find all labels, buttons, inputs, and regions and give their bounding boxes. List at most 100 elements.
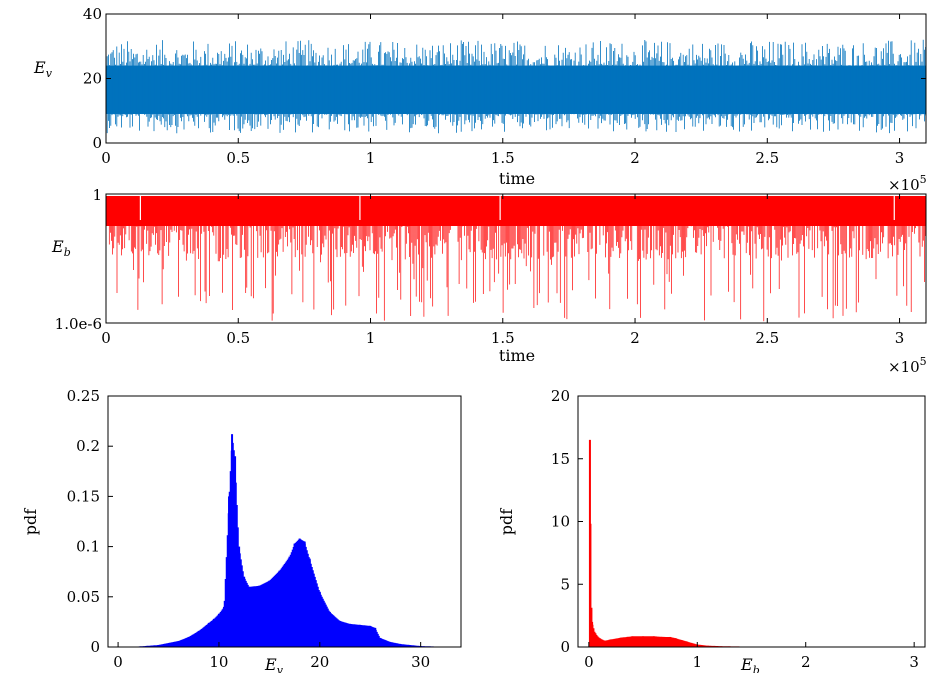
pdf-bar [642, 636, 645, 647]
energy-b-series [105, 195, 926, 322]
pdf-bar [278, 570, 281, 647]
pdf-bar [288, 556, 291, 647]
x-tick-label: 1 [693, 653, 703, 671]
x-tick-label: 30 [411, 653, 430, 671]
y-tick-label: 5 [560, 575, 570, 593]
energy-v-xlabel: time [499, 169, 535, 188]
energy-b-pdf-axes-box [577, 395, 926, 648]
energy-b-pdf-ylabel: pdf [497, 508, 516, 535]
x-tick-label: 2 [801, 653, 811, 671]
pdf-bar [369, 625, 372, 647]
x-tick-label: 2.5 [755, 329, 779, 347]
pdf-bar [620, 637, 623, 647]
energy-b-pdf-panel: 0 1 2 3 0 5 10 15 20 pdf Eb [497, 387, 926, 673]
pdf-bar [228, 496, 231, 647]
x-tick-label: 1.5 [491, 329, 515, 347]
pdf-bar [157, 644, 160, 647]
energy-b-pdf-ticks: 0 1 2 3 0 5 10 15 20 [551, 387, 919, 671]
pdf-bar [177, 640, 180, 647]
energy-b-pdf-xlabel: Eb [740, 655, 760, 673]
pdf-bar [359, 624, 362, 647]
x-tick-label: 0 [113, 653, 123, 671]
y-tick-label: 40 [83, 5, 102, 23]
x-tick-label: 2 [630, 329, 640, 347]
x-tick-label: 2 [630, 149, 640, 167]
x-tick-label: 0.5 [226, 149, 250, 167]
pdf-bar [389, 641, 392, 647]
pdf-bar [399, 643, 402, 647]
y-tick-label: 10 [551, 513, 570, 531]
x-tick-label: 2.5 [755, 149, 779, 167]
pdf-bar [338, 620, 341, 647]
energy-b-pdf-bars [588, 439, 916, 647]
energy-b-xlabel: time [499, 346, 535, 365]
pdf-bar [674, 638, 677, 647]
y-tick-label: 0.2 [76, 437, 100, 455]
pdf-bar [594, 633, 597, 647]
pdf-bar [669, 636, 672, 647]
energy-b-axes-box [105, 193, 927, 324]
pdf-bar [328, 611, 331, 647]
pdf-bar [197, 630, 200, 647]
pdf-bar [598, 638, 601, 647]
y-tick-label: 0 [560, 638, 570, 656]
energy-v-x-exponent: ×105 [888, 173, 927, 194]
energy-v-pdf-xlabel: Ev [264, 655, 284, 673]
pdf-bar [293, 543, 296, 647]
x-tick-label: 0.5 [226, 329, 250, 347]
x-tick-label: 0 [101, 149, 111, 167]
energy-v-ticks: 0 0.5 1 1.5 2 2.5 3 0 20 40 [83, 5, 926, 167]
pdf-bar [231, 434, 234, 647]
x-tick-label: 1 [366, 329, 376, 347]
pdf-bar [217, 613, 220, 647]
pdf-bar [222, 606, 225, 647]
energy-v-series [105, 39, 926, 134]
pdf-bar [591, 621, 594, 647]
pdf-bar [298, 538, 301, 647]
pdf-bar [379, 637, 382, 647]
pdf-bar [374, 627, 377, 647]
pdf-bar [318, 591, 321, 647]
y-tick-label: 1 [92, 186, 102, 204]
pdf-bar [187, 636, 190, 647]
pdf-bar [212, 618, 215, 647]
energy-v-pdf-axes-box [107, 395, 462, 648]
energy-v-pdf-bars [137, 434, 442, 647]
pdf-bar [609, 639, 612, 647]
y-tick-label: 0.15 [67, 487, 100, 505]
pdf-bar [349, 623, 352, 647]
x-tick-label: 3 [895, 329, 905, 347]
x-tick-label: 20 [310, 653, 329, 671]
pdf-bar [268, 580, 271, 647]
x-tick-label: 1.5 [491, 149, 515, 167]
x-tick-label: 10 [209, 653, 228, 671]
y-tick-label: 0.05 [67, 588, 100, 606]
pdf-bar [207, 622, 210, 647]
pdf-bar [685, 641, 688, 647]
energy-v-pdf-ticks: 0 10 20 30 0 0.05 0.1 0.15 0.2 0.25 [67, 387, 431, 671]
pdf-bar [238, 546, 241, 647]
energy-b-x-exponent: ×105 [888, 355, 927, 376]
pdf-bar [604, 640, 607, 647]
x-tick-label: 3 [895, 149, 905, 167]
y-tick-label: 0 [90, 638, 100, 656]
pdf-bar [631, 636, 634, 647]
y-tick-label: 20 [83, 70, 102, 88]
y-tick-label: 1.0e-6 [55, 315, 102, 333]
pdf-bar [248, 586, 251, 647]
x-tick-label: 0 [584, 653, 594, 671]
pdf-bar [663, 636, 666, 647]
energy-b-ylabel: Eb [51, 237, 71, 259]
pdf-bar [243, 576, 246, 647]
x-tick-label: 3 [909, 653, 919, 671]
pdf-bar [258, 585, 261, 647]
pdf-bar [308, 558, 311, 647]
pdf-bar [234, 456, 237, 647]
pdf-bar [707, 645, 710, 647]
y-tick-label: 20 [551, 387, 570, 405]
x-tick-label: 0 [101, 329, 111, 347]
y-tick-label: 15 [551, 450, 570, 468]
energy-b-time-panel: 0 0.5 1 1.5 2 2.5 3 1.0e-6 1 Eb time ×105 [51, 186, 927, 376]
y-tick-label: 0.25 [67, 387, 100, 405]
